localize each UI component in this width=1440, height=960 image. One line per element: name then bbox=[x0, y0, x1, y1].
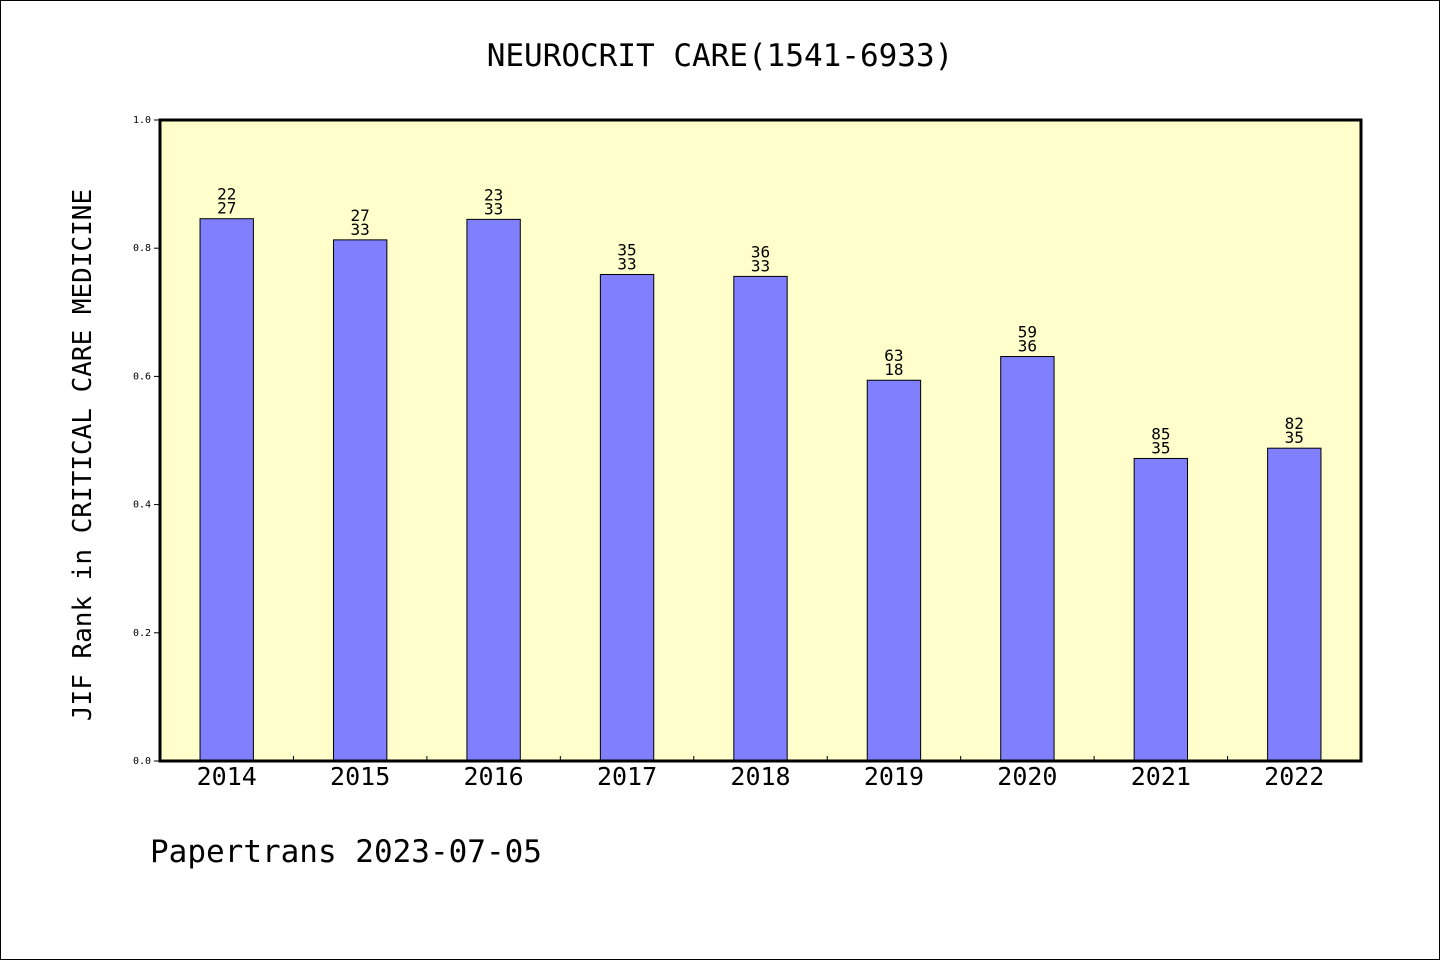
bar-label-top-2022: 82 bbox=[1285, 414, 1304, 433]
x-tick-label-2016: 2016 bbox=[464, 762, 524, 791]
bar-label-bottom-2016: 33 bbox=[484, 199, 503, 218]
bar-label-bottom-2021: 35 bbox=[1151, 438, 1170, 457]
bar-label-bottom-2014: 27 bbox=[217, 199, 236, 218]
bar-2021 bbox=[1133, 457, 1189, 762]
bar-label-top-2016: 23 bbox=[484, 185, 503, 204]
y-tick-label: 0.4 bbox=[133, 500, 151, 511]
bar-2014 bbox=[199, 218, 254, 762]
bar-label-bottom-2019: 18 bbox=[884, 360, 903, 379]
bar-2020 bbox=[1000, 356, 1055, 762]
y-tick-label: 0.8 bbox=[133, 243, 151, 254]
x-tick-label-2019: 2019 bbox=[864, 762, 924, 791]
bar-2016 bbox=[466, 218, 521, 762]
bar-label-bottom-2020: 36 bbox=[1018, 337, 1037, 356]
bar-label-top-2021: 85 bbox=[1151, 424, 1170, 443]
chart-title: NEUROCRIT CARE(1541-6933) bbox=[487, 38, 954, 74]
x-tick-label-2014: 2014 bbox=[197, 762, 257, 791]
x-tick-label-2020: 2020 bbox=[997, 762, 1057, 791]
bar-label-top-2014: 22 bbox=[217, 185, 236, 204]
bars-group bbox=[199, 218, 1322, 762]
bar-label-top-2020: 59 bbox=[1018, 323, 1037, 342]
y-tick-label: 0.0 bbox=[133, 756, 151, 767]
x-tick-label-2015: 2015 bbox=[330, 762, 390, 791]
x-axis: 2014 2015 2016 2017 2018 2019 2020 2021 2022 bbox=[197, 756, 1324, 791]
y-axis-label: JIF Rank in CRITICAL CARE MEDICINE bbox=[68, 189, 98, 721]
bar-2015 bbox=[332, 239, 388, 762]
x-tick-label-2018: 2018 bbox=[730, 762, 790, 791]
bar-label-top-2018: 36 bbox=[751, 242, 770, 261]
x-tick-label-2021: 2021 bbox=[1131, 762, 1191, 791]
bar-label-top-2019: 63 bbox=[884, 346, 903, 365]
bar-label-bottom-2015: 33 bbox=[351, 220, 370, 239]
bar-label-bottom-2018: 33 bbox=[751, 256, 770, 275]
footer-credit: Papertrans 2023-07-05 bbox=[150, 834, 542, 870]
x-tick-label-2017: 2017 bbox=[597, 762, 657, 791]
y-tick-label: 0.2 bbox=[133, 628, 151, 639]
x-tick-label-2022: 2022 bbox=[1264, 762, 1324, 791]
y-tick-label: 0.6 bbox=[133, 371, 151, 382]
bar-2018 bbox=[733, 275, 788, 762]
bar-2017 bbox=[599, 273, 655, 762]
bar-2022 bbox=[1267, 447, 1322, 762]
bar-label-bottom-2017: 33 bbox=[617, 254, 636, 273]
bar-label-top-2015: 27 bbox=[351, 206, 370, 225]
y-axis: 0.0 0.2 0.4 0.6 0.8 1.0 bbox=[133, 115, 160, 767]
plot-area bbox=[158, 118, 1363, 763]
bar-label-top-2017: 35 bbox=[617, 240, 636, 259]
bar-2019 bbox=[866, 379, 922, 762]
bar-label-bottom-2022: 35 bbox=[1285, 428, 1304, 447]
y-tick-label: 1.0 bbox=[133, 115, 151, 126]
